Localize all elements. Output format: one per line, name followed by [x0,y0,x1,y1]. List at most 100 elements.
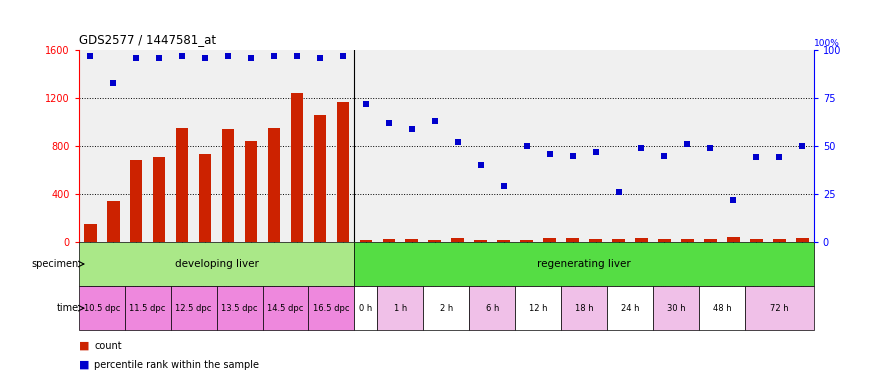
Bar [612,239,625,242]
Text: count: count [94,341,123,351]
Text: 12 h: 12 h [528,304,548,313]
Point [589,149,603,155]
Point [497,183,511,189]
Bar [521,240,533,242]
Bar [125,286,171,330]
Text: time: time [57,303,79,313]
Bar [79,242,354,286]
Bar [796,238,808,242]
Point [130,55,144,61]
Text: 10.5 dpc: 10.5 dpc [83,304,120,313]
Point [244,55,258,61]
Bar [607,286,653,330]
Bar [474,240,487,242]
Point [542,151,556,157]
Point [726,197,740,203]
Text: 12.5 dpc: 12.5 dpc [175,304,212,313]
Text: ■: ■ [79,360,89,370]
Point [795,143,809,149]
Bar [699,286,745,330]
Bar [84,224,96,242]
Bar [681,239,694,242]
Bar [589,239,602,242]
Point [657,152,671,159]
Bar [171,286,217,330]
Text: 72 h: 72 h [770,304,788,313]
Bar [107,201,120,242]
Point [198,55,212,61]
Bar [309,286,354,330]
Point [175,53,189,59]
Bar [245,141,257,242]
Bar [313,115,326,242]
Bar [354,286,377,330]
Bar [199,154,212,242]
Point [612,189,626,195]
Point [267,53,281,59]
Point [313,55,327,61]
Point [290,53,304,59]
Bar [377,286,424,330]
Point [681,141,695,147]
Bar [262,286,309,330]
Bar [497,240,510,242]
Bar [79,286,125,330]
Bar [658,239,671,242]
Bar [360,240,372,242]
Point [704,145,717,151]
Point [152,55,166,61]
Text: 24 h: 24 h [620,304,640,313]
Bar [382,239,396,242]
Point [473,162,487,168]
Text: 11.5 dpc: 11.5 dpc [130,304,166,313]
Bar [452,238,464,242]
Point [565,152,579,159]
Bar [221,129,234,242]
Text: percentile rank within the sample: percentile rank within the sample [94,360,260,370]
Bar [268,128,280,242]
Bar [153,157,165,242]
Text: specimen: specimen [31,259,79,269]
Bar [469,286,515,330]
Bar [653,286,699,330]
Bar [405,239,418,242]
Bar [337,101,349,242]
Text: 14.5 dpc: 14.5 dpc [267,304,304,313]
Text: 18 h: 18 h [575,304,593,313]
Point [773,154,787,161]
Bar [290,93,304,242]
Bar [727,237,739,242]
Point [520,143,534,149]
Bar [566,238,579,242]
Bar [424,286,469,330]
Bar [515,286,561,330]
Bar [429,240,441,242]
Point [83,53,97,59]
Text: 0 h: 0 h [360,304,373,313]
Bar [745,286,814,330]
Point [451,139,465,145]
Text: 30 h: 30 h [667,304,685,313]
Text: ■: ■ [79,341,89,351]
Text: developing liver: developing liver [175,259,258,269]
Point [382,120,396,126]
Text: GDS2577 / 1447581_at: GDS2577 / 1447581_at [79,33,216,46]
Bar [704,239,717,242]
Point [359,101,373,107]
Text: 6 h: 6 h [486,304,499,313]
Point [634,145,648,151]
Text: regenerating liver: regenerating liver [537,259,631,269]
Bar [750,239,763,242]
Text: 13.5 dpc: 13.5 dpc [221,304,258,313]
Bar [635,238,648,242]
Bar [217,286,262,330]
Text: 1 h: 1 h [394,304,407,313]
Point [106,79,120,86]
Bar [354,242,814,286]
Text: 2 h: 2 h [439,304,453,313]
Bar [561,286,607,330]
Point [749,154,763,161]
Point [336,53,350,59]
Point [405,126,419,132]
Text: 16.5 dpc: 16.5 dpc [313,304,350,313]
